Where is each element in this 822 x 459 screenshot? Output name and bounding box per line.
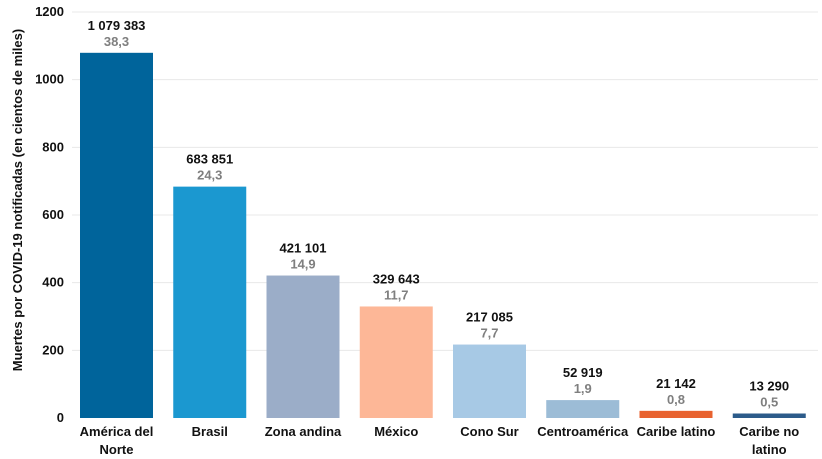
category-label: Zona andina <box>265 424 342 439</box>
value-label: 683 851 <box>186 152 233 167</box>
y-tick-label: 1200 <box>35 4 64 19</box>
category-label: México <box>374 424 418 439</box>
y-tick-label: 600 <box>42 207 64 222</box>
percent-label: 0,5 <box>760 395 778 410</box>
category-label: Caribe no <box>739 424 799 439</box>
value-label: 13 290 <box>749 379 789 394</box>
value-label: 217 085 <box>466 310 513 325</box>
y-tick-label: 200 <box>42 342 64 357</box>
bar <box>80 52 153 419</box>
category-label: América del <box>80 424 154 439</box>
y-tick-label: 800 <box>42 139 64 154</box>
category-label: latino <box>752 442 787 457</box>
bar <box>546 400 620 418</box>
bar <box>359 306 433 418</box>
value-label: 21 142 <box>656 376 696 391</box>
category-label: Caribe latino <box>637 424 716 439</box>
category-label: Norte <box>100 442 134 457</box>
value-label: 52 919 <box>563 365 603 380</box>
value-label: 1 079 383 <box>88 18 146 33</box>
category-label: Cono Sur <box>460 424 519 439</box>
percent-label: 1,9 <box>574 381 592 396</box>
bars <box>80 52 806 419</box>
bar <box>453 344 526 418</box>
y-tick-label: 400 <box>42 275 64 290</box>
value-label: 421 101 <box>280 241 327 256</box>
value-label: 329 643 <box>373 271 420 286</box>
x-axis-labels: América del Norte Brasil Zona andina México C… <box>80 424 800 457</box>
percent-label: 7,7 <box>480 326 498 341</box>
y-tick-label: 1000 <box>35 72 64 87</box>
category-label: Centroamérica <box>537 424 629 439</box>
percent-label: 14,9 <box>290 257 315 272</box>
bar <box>639 410 713 418</box>
percent-label: 11,7 <box>384 287 409 302</box>
y-axis-title: Muertes por COVID-19 notificadas (en cie… <box>10 29 25 371</box>
category-label: Brasil <box>192 424 228 439</box>
y-axis-ticks: 0 200 400 600 800 1000 1200 <box>35 4 64 425</box>
y-tick-label: 0 <box>57 410 64 425</box>
percent-label: 24,3 <box>197 168 222 183</box>
bar <box>266 275 340 418</box>
percent-label: 38,3 <box>104 34 129 49</box>
bar <box>732 413 806 418</box>
bar <box>173 186 247 418</box>
percent-label: 0,8 <box>667 392 685 407</box>
